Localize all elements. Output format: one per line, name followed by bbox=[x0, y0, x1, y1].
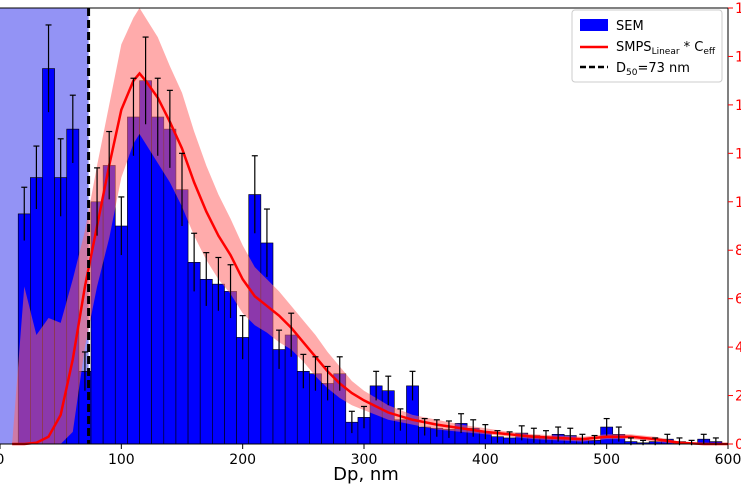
sem-bar bbox=[175, 189, 189, 445]
y-right-tick-label: 2 bbox=[735, 389, 741, 405]
legend-d50-rest: =73 nm bbox=[637, 61, 689, 76]
x-tick-label: 500 bbox=[593, 452, 620, 468]
y-right-tick-label: 8 bbox=[735, 243, 741, 259]
legend-d50-label: D50=73 nm bbox=[616, 61, 690, 78]
legend-frame bbox=[571, 9, 723, 83]
y-right-tick-label: 10 bbox=[735, 195, 741, 211]
y-right-tick-label: 12 bbox=[735, 146, 741, 162]
legend-d50-main: D bbox=[616, 61, 626, 76]
legend-sem-label: SEM bbox=[616, 19, 644, 34]
legend-smps-label: SMPSLinear * Ceff bbox=[616, 40, 716, 57]
x-tick-label: 200 bbox=[229, 452, 256, 468]
y-right-tick-label: 4 bbox=[735, 340, 741, 356]
legend: SEM SMPSLinear * Ceff D50=73 nm bbox=[571, 9, 723, 83]
x-tick-label: 300 bbox=[351, 452, 378, 468]
y-right-tick-label: 14 bbox=[735, 98, 741, 114]
axes: 0100200300400500600024681012141618 bbox=[0, 1, 741, 468]
y-right-tick-label: 6 bbox=[735, 292, 741, 308]
legend-d50-sub: 50 bbox=[626, 68, 638, 78]
x-tick-label: 0 bbox=[0, 452, 4, 468]
x-tick-label: 600 bbox=[715, 452, 741, 468]
y-right-tick-label: 18 bbox=[735, 1, 741, 17]
legend-smps-sub1: Linear bbox=[652, 47, 680, 57]
legend-smps-main: SMPS bbox=[616, 40, 652, 55]
legend-smps-mid: * C bbox=[680, 40, 704, 55]
x-tick-label: 400 bbox=[472, 452, 499, 468]
y-right-tick-label: 16 bbox=[735, 49, 741, 65]
sem-bar bbox=[114, 225, 128, 445]
legend-smps-sub2: eff bbox=[703, 47, 716, 57]
x-axis-label: Dp, nm bbox=[333, 464, 399, 485]
y-right-tick-label: 0 bbox=[735, 437, 741, 453]
legend-sem-swatch bbox=[580, 19, 608, 31]
sem-bar bbox=[127, 116, 140, 445]
x-tick-label: 100 bbox=[108, 452, 135, 468]
